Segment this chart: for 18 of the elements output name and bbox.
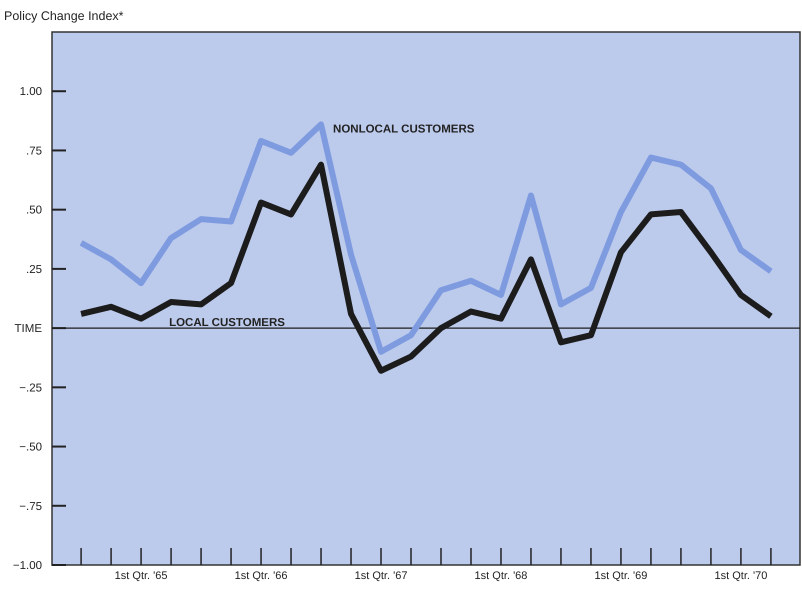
x-tick-label: 1st Qtr. '67 — [354, 570, 408, 582]
y-tick-label: −.75 — [19, 500, 42, 513]
x-tick-label: 1st Qtr. '65 — [114, 570, 168, 582]
series-label: NONLOCAL CUSTOMERS — [333, 123, 475, 136]
x-tick-label: 1st Qtr. '66 — [234, 570, 288, 582]
y-tick-label: .25 — [26, 264, 42, 276]
x-tick-label: 1st Qtr. '70 — [714, 570, 768, 582]
y-tick-label: 1.00 — [20, 86, 42, 98]
series-label: LOCAL CUSTOMERS — [169, 317, 286, 330]
x-tick-label: 1st Qtr. '68 — [474, 570, 528, 582]
y-tick-label: TIME — [14, 323, 42, 336]
y-tick-label: −.50 — [19, 442, 42, 454]
y-tick-label: −1.00 — [12, 560, 42, 572]
y-tick-label: .50 — [26, 204, 42, 217]
y-tick-label: −.25 — [19, 382, 42, 394]
y-tick-label: .75 — [26, 145, 42, 158]
y-axis-title: Policy Change Index* — [4, 9, 124, 23]
x-tick-label: 1st Qtr. '69 — [594, 570, 648, 582]
